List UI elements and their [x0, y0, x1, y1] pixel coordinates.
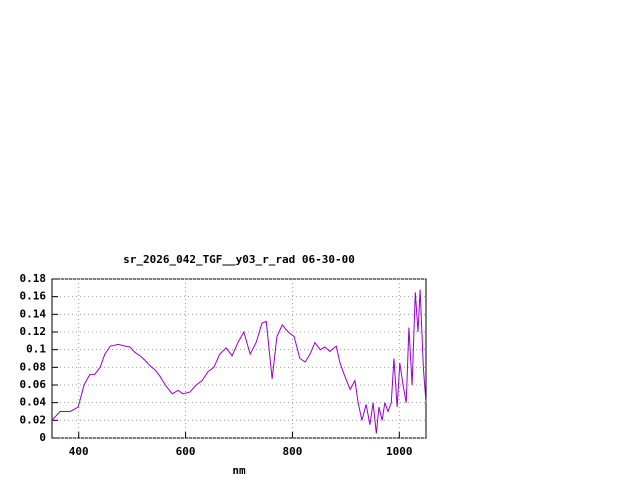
x-tick-label: 600	[176, 445, 196, 458]
y-tick-label: 0.08	[20, 360, 47, 373]
y-tick-label: 0	[39, 431, 46, 444]
y-tick-label: 0.04	[20, 396, 47, 409]
y-tick-label: 0.1	[26, 343, 46, 356]
y-tick-label: 0.06	[20, 378, 47, 391]
y-tick-label: 0.02	[20, 413, 47, 426]
x-tick-label: 800	[282, 445, 302, 458]
plot-border	[51, 278, 427, 439]
chart-title: sr_2026_042_TGF__y03_r_rad 06-30-00	[123, 253, 355, 266]
x-axis-label: nm	[232, 464, 246, 477]
y-tick-label: 0.18	[20, 272, 47, 285]
y-tick-label: 0.12	[20, 325, 47, 338]
x-tick-label: 1000	[386, 445, 413, 458]
y-tick-label: 0.16	[20, 290, 47, 303]
y-tick-label: 0.14	[20, 307, 47, 320]
series-line	[51, 289, 427, 434]
x-tick-label: 400	[69, 445, 89, 458]
